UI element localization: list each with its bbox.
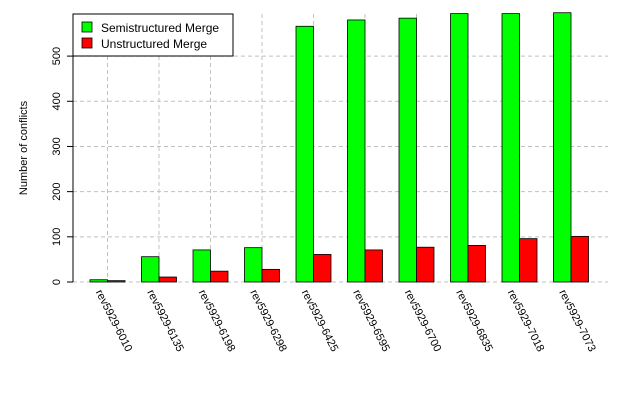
x-tick-label: rev5929-6835 <box>453 288 495 354</box>
legend-label-unstructured: Unstructured Merge <box>101 37 207 51</box>
bar-semistructured <box>347 19 366 283</box>
bar-semistructured <box>295 25 314 283</box>
legend-label-semistructured: Semistructured Merge <box>101 21 219 35</box>
bar-unstructured <box>313 254 332 283</box>
bar-unstructured <box>416 246 435 283</box>
bar-semistructured <box>398 17 417 283</box>
x-tick-label: rev5929-6595 <box>350 288 392 354</box>
y-tick-label: 200 <box>51 182 63 200</box>
bar-unstructured <box>364 249 383 283</box>
legend-swatch-semistructured <box>81 21 93 33</box>
x-tick-label: rev5929-6010 <box>93 288 135 354</box>
bar-unstructured <box>261 268 280 283</box>
x-tick-label: rev5929-6700 <box>402 288 444 354</box>
bar-unstructured <box>519 238 538 283</box>
x-tick-label: rev5929-6198 <box>196 288 238 354</box>
bar-semistructured <box>141 256 160 283</box>
x-tick-label: rev5929-6298 <box>247 288 289 354</box>
bars <box>89 12 589 283</box>
y-tick-label: 0 <box>51 279 63 285</box>
bar-unstructured <box>210 270 229 283</box>
y-tick-label: 500 <box>51 47 63 65</box>
bar-semistructured <box>501 13 520 283</box>
bar-semistructured <box>192 249 211 283</box>
y-tick-label: 400 <box>51 92 63 110</box>
legend-swatch-unstructured <box>81 37 93 49</box>
bar-semistructured <box>89 279 108 283</box>
y-axis: 0 100 200 300 400 500 <box>51 47 74 285</box>
legend-box <box>72 13 234 57</box>
legend: Semistructured Merge Unstructured Merge <box>72 13 234 57</box>
bar-unstructured <box>158 276 177 283</box>
bar-semistructured <box>553 12 572 283</box>
y-axis-label: Number of conflicts <box>18 100 30 195</box>
y-tick-label: 100 <box>51 228 63 246</box>
x-tick-labels: rev5929-6010 rev5929-6135 rev5929-6198 rev5… <box>93 288 598 354</box>
x-tick-label: rev5929-7018 <box>505 288 547 354</box>
bar-semistructured <box>244 247 263 283</box>
bar-semistructured <box>450 13 469 283</box>
x-tick-label: rev5929-6425 <box>299 288 341 354</box>
bar-unstructured <box>467 245 486 283</box>
bar-unstructured <box>570 235 589 283</box>
bar-unstructured <box>107 280 126 283</box>
x-tick-label: rev5929-6135 <box>144 288 186 354</box>
x-tick-label: rev5929-7073 <box>556 288 598 354</box>
y-tick-label: 300 <box>51 137 63 155</box>
